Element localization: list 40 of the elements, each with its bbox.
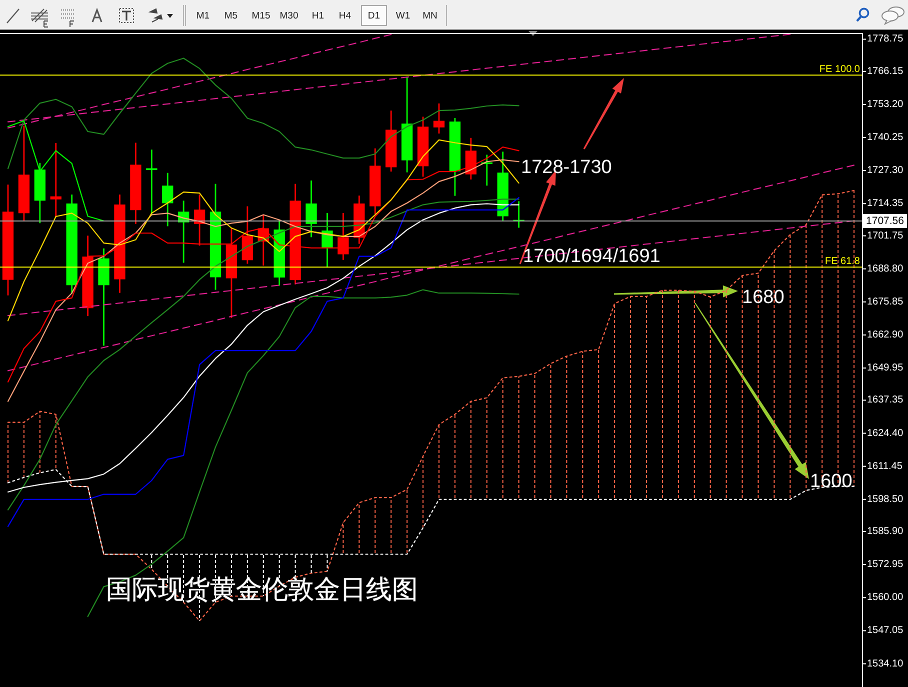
y-tick-label: 1547.05 [867, 625, 904, 636]
y-tick-label: 1560.00 [867, 592, 904, 604]
ref-line-label: FE 100.0 [819, 64, 860, 76]
y-tick-label: 1778.75 [867, 34, 904, 45]
annotation: 1600 [810, 471, 852, 492]
annotation: 1680 [742, 287, 784, 308]
text: D1 [368, 10, 380, 22]
line-series [87, 289, 520, 618]
y-tick-label: 1649.95 [867, 362, 904, 374]
line-series [7, 139, 520, 322]
text: W1 [396, 10, 410, 22]
y-tick-label: 1701.75 [867, 230, 904, 242]
y-tick-label: 1766.15 [867, 66, 904, 77]
text: M5 [224, 10, 238, 22]
ref-line-label: 1707.56 [866, 214, 904, 227]
y-tick-label: 1662.90 [867, 329, 904, 340]
y-tick-label: 1572.95 [867, 559, 904, 570]
text: H4 [338, 10, 352, 22]
y-tick-label: 1753.20 [867, 98, 904, 110]
line-series [7, 120, 104, 222]
y-tick-label: 1611.45 [867, 460, 903, 472]
y-tick-label: 1534.10 [867, 658, 904, 670]
y-tick-label: 1727.30 [867, 165, 904, 176]
text: MN [422, 10, 438, 22]
y-tick-label: 1675.85 [867, 296, 904, 308]
annotation: 1700/1694/1691 [523, 246, 660, 267]
ref-line-label: FE 61.8 [824, 256, 860, 268]
y-tick-label: 1585.90 [867, 526, 904, 538]
y-tick-label: 1598.50 [867, 494, 904, 505]
y-tick-label: 1740.25 [867, 132, 904, 144]
y-tick-label: 1624.40 [867, 428, 904, 439]
y-tick-label: 1688.80 [867, 263, 904, 274]
y-tick-label: 1714.35 [867, 198, 904, 210]
text: H1 [312, 10, 324, 22]
text: M15 [252, 10, 270, 22]
text: M30 [280, 10, 298, 22]
y-tick-label: 1637.35 [867, 394, 904, 406]
annotation: 1728-1730 [521, 157, 612, 178]
text: M1 [196, 10, 210, 22]
line-series [7, 58, 520, 170]
